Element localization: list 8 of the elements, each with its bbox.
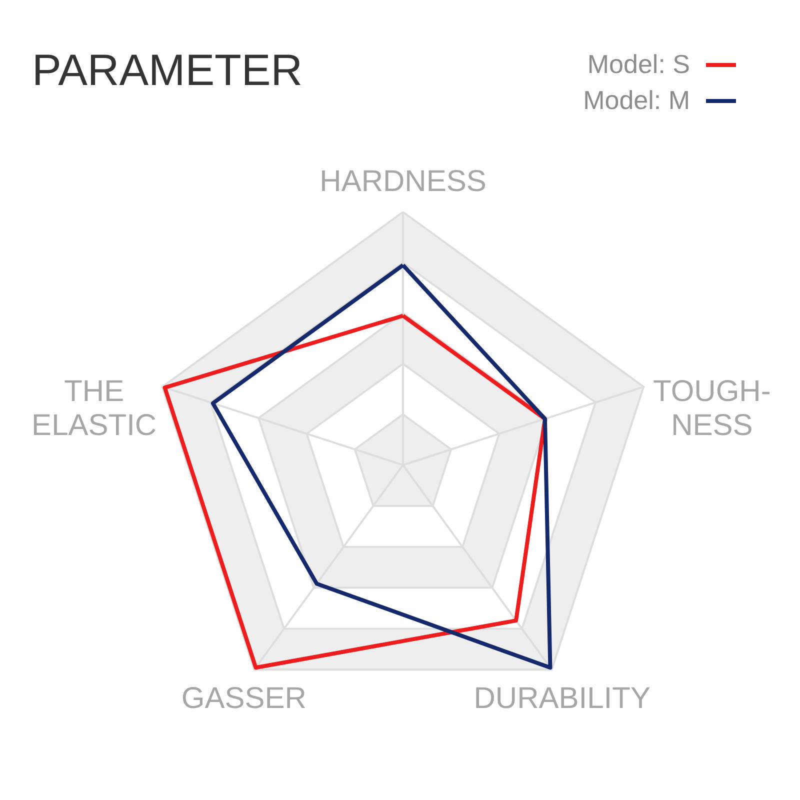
spoke-label: HARDNESS	[320, 164, 486, 198]
chart-title: PARAMETER	[32, 46, 303, 95]
spoke-label: TOUGH-NESS	[653, 374, 771, 442]
legend-label: Model: S	[587, 49, 690, 79]
spoke-label: GASSER	[181, 682, 306, 716]
legend-label: Model: M	[583, 85, 690, 115]
spoke-label: DURABILITY	[474, 682, 650, 716]
spoke-label: THE ELASTIC	[32, 374, 157, 442]
